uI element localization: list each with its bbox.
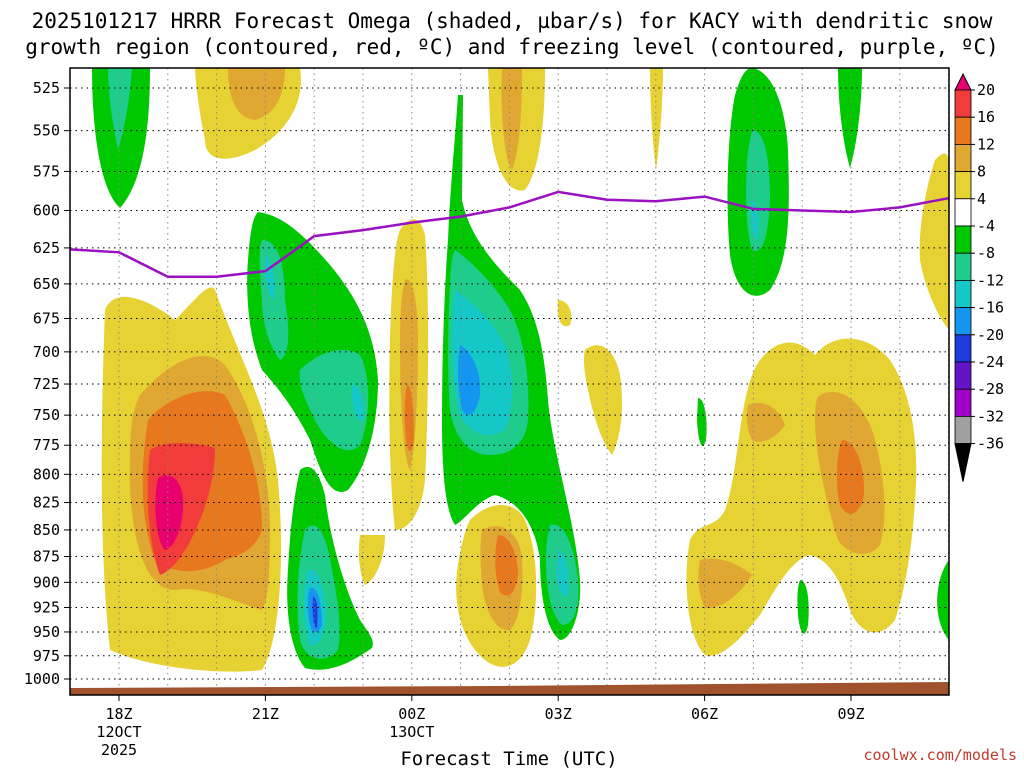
omega-20z-lower-rise bbox=[101, 287, 282, 672]
colorbar-bottom-arrow bbox=[954, 443, 972, 482]
colorbar-swatch bbox=[954, 89, 972, 118]
y-tick-label: 850 bbox=[33, 521, 60, 539]
colorbar-swatch bbox=[954, 171, 972, 200]
omega-19z-upper-rise bbox=[195, 68, 301, 159]
colorbar-label: -20 bbox=[977, 326, 1004, 344]
omega-04z-small-rise bbox=[584, 345, 623, 455]
colorbar-swatch bbox=[954, 279, 972, 308]
x-tick-label: 06Z bbox=[691, 705, 718, 723]
colorbar-swatch bbox=[954, 415, 972, 444]
x-axis-title: Forecast Time (UTC) bbox=[400, 748, 617, 768]
colorbar-swatch bbox=[954, 143, 972, 172]
omega-01z-upper-rise bbox=[488, 68, 545, 191]
y-tick-label: 950 bbox=[33, 623, 60, 641]
colorbar-label: -12 bbox=[977, 271, 1004, 289]
y-tick-label: 575 bbox=[33, 162, 60, 180]
y-tick-label: 550 bbox=[33, 122, 60, 140]
omega-00z-narrow-rise bbox=[389, 219, 429, 530]
x-tick-label: 21Z bbox=[252, 705, 279, 723]
omega-03z-lower-sink bbox=[546, 524, 579, 625]
colorbar-top-arrow bbox=[954, 72, 972, 91]
y-tick-label: 600 bbox=[33, 201, 60, 219]
y-tick-label: 900 bbox=[33, 573, 60, 591]
omega-22z-sink-lower bbox=[287, 466, 373, 670]
x-tick-year: 2025 bbox=[101, 741, 137, 759]
colorbar-label: 16 bbox=[977, 108, 995, 126]
colorbar-label: -8 bbox=[977, 244, 995, 262]
colorbar-swatch bbox=[954, 361, 972, 390]
colorbar-label: -16 bbox=[977, 299, 1004, 317]
y-tick-label: 700 bbox=[33, 343, 60, 361]
plot-frame bbox=[69, 67, 950, 696]
omega-shading bbox=[92, 68, 949, 672]
colorbar-swatch bbox=[954, 307, 972, 336]
y-tick-label: 775 bbox=[33, 436, 60, 454]
colorbar-label: -4 bbox=[977, 217, 995, 235]
freezing-level-line bbox=[70, 190, 949, 279]
omega-07z-upper-sink bbox=[727, 68, 789, 296]
colorbar-swatch bbox=[954, 116, 972, 145]
omega-03z-small-rise-a bbox=[557, 300, 572, 327]
colorbar-label: 20 bbox=[977, 81, 995, 99]
x-tick-date: 12OCT bbox=[96, 723, 141, 741]
y-tick-label: 925 bbox=[33, 598, 60, 616]
colorbar-swatch bbox=[954, 198, 972, 227]
omega-02z-lower-rise bbox=[456, 505, 537, 667]
chart-title-line2: growth region (contoured, red, ºC) and f… bbox=[25, 35, 999, 59]
y-tick-label: 675 bbox=[33, 310, 60, 328]
y-tick-label: 875 bbox=[33, 548, 60, 566]
x-tick-label: 00Z bbox=[398, 705, 425, 723]
colorbar-swatch bbox=[954, 388, 972, 417]
omega-01z-sink bbox=[442, 95, 581, 640]
omega-05z-upper-rise bbox=[650, 68, 663, 170]
omega-08z-small-sink bbox=[797, 580, 809, 634]
colorbar-label: -28 bbox=[977, 380, 1004, 398]
colorbar-swatch bbox=[954, 252, 972, 281]
x-tick-date: 13OCT bbox=[389, 723, 434, 741]
omega-colorbar: 20 16 12 8 4 -4 -8 -12 -16 -20 -24 -28 -32 -36 bbox=[954, 72, 1004, 482]
surface-terrain bbox=[70, 682, 949, 695]
colorbar-swatch bbox=[954, 225, 972, 254]
colorbar-label: -32 bbox=[977, 407, 1004, 425]
omega-23z-small-rise bbox=[358, 535, 385, 585]
x-tick-label: 18Z bbox=[105, 705, 132, 723]
y-tick-label: 1000 bbox=[24, 670, 60, 688]
y-tick-label: 650 bbox=[33, 275, 60, 293]
x-tick-label: 09Z bbox=[837, 705, 864, 723]
y-tick-label: 975 bbox=[33, 647, 60, 665]
omega-08z-rise bbox=[686, 338, 917, 656]
y-axis: 525 550 575 600 625 650 675 700 725 750 775 800 825 8… bbox=[24, 79, 70, 688]
y-tick-label: 825 bbox=[33, 494, 60, 512]
omega-10z-upper-rise bbox=[919, 153, 949, 330]
y-tick-label: 525 bbox=[33, 79, 60, 97]
colorbar-label: 12 bbox=[977, 135, 995, 153]
y-tick-label: 625 bbox=[33, 239, 60, 257]
colorbar-label: -24 bbox=[977, 353, 1004, 371]
colorbar-label: 4 bbox=[977, 190, 986, 208]
colorbar-label: 8 bbox=[977, 163, 986, 181]
y-tick-label: 725 bbox=[33, 375, 60, 393]
omega-10z-lower-sink bbox=[937, 560, 949, 640]
y-tick-label: 750 bbox=[33, 406, 60, 424]
colorbar-swatch bbox=[954, 334, 972, 363]
chart-title-line1: 2025101217 HRRR Forecast Omega (shaded, … bbox=[32, 9, 993, 33]
omega-09z-upper-sink bbox=[838, 68, 862, 168]
credit-text: coolwx.com/models bbox=[863, 746, 1017, 764]
colorbar-label: -36 bbox=[977, 435, 1004, 453]
y-tick-label: 800 bbox=[33, 465, 60, 483]
x-tick-label: 03Z bbox=[545, 705, 572, 723]
